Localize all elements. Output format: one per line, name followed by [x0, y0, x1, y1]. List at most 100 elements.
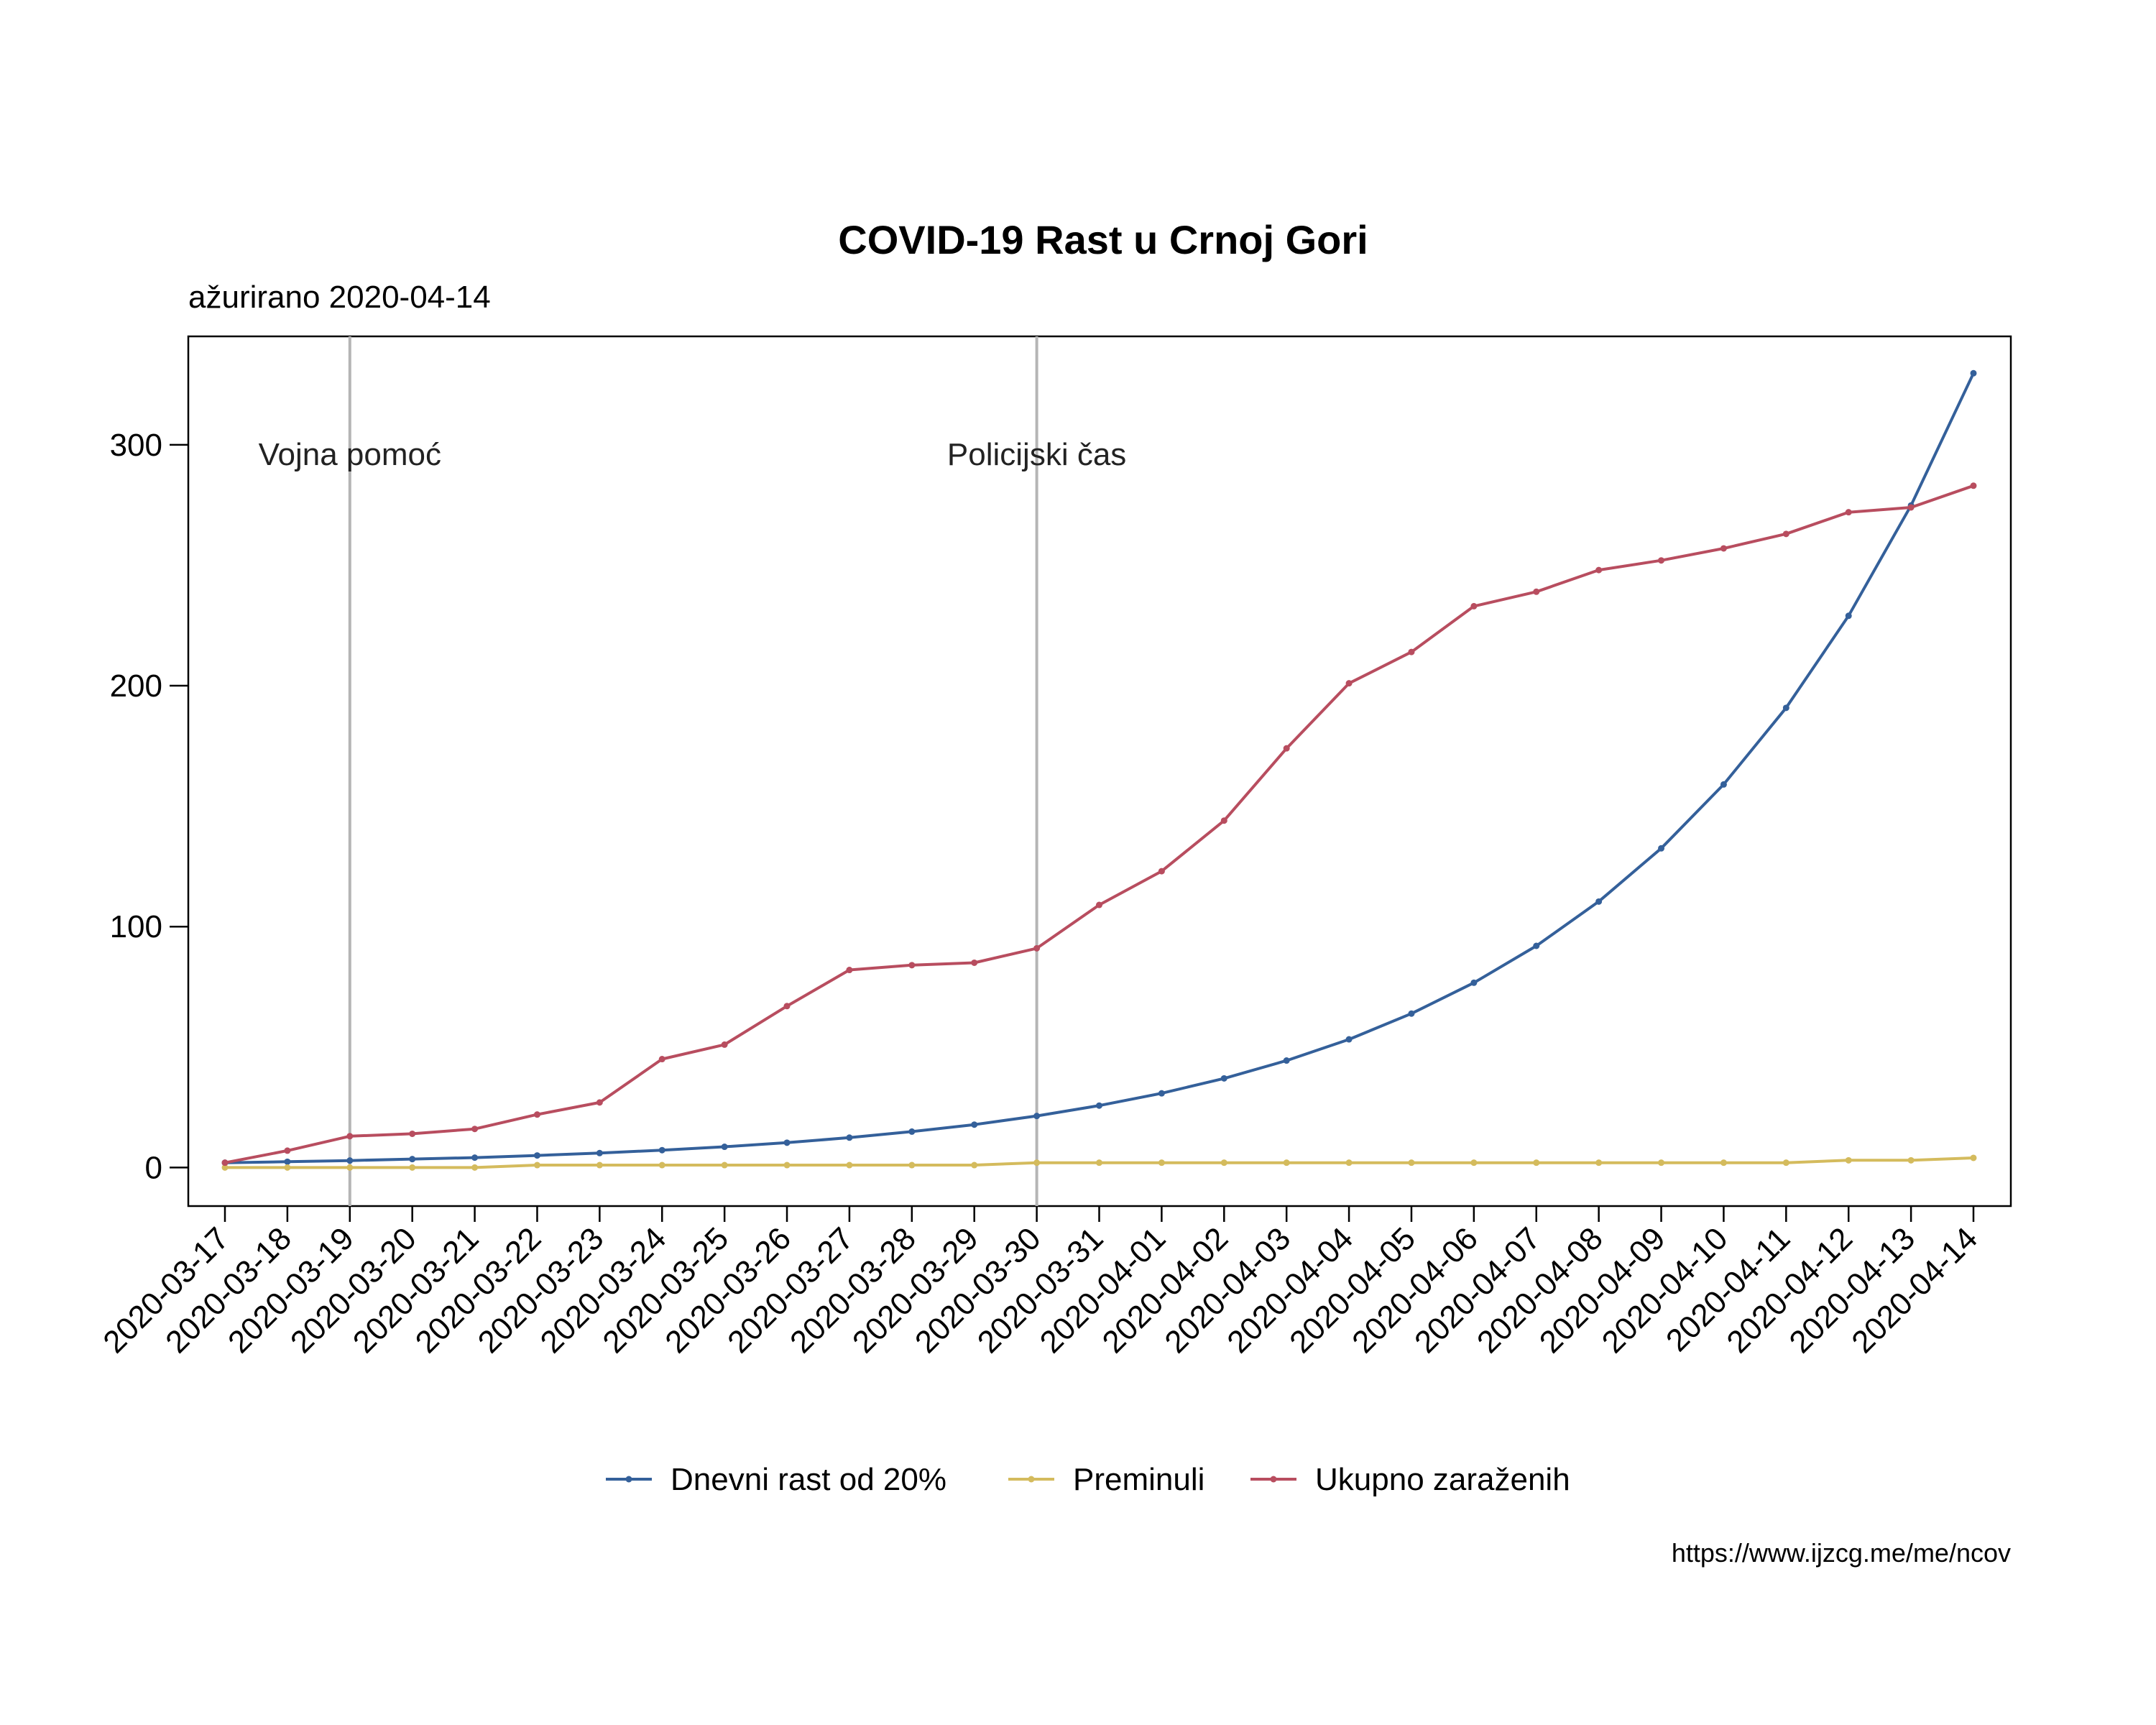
y-axis: 0 100 200 300 [110, 428, 188, 1185]
data-point [1720, 781, 1727, 788]
data-point [1782, 530, 1789, 538]
data-point [908, 962, 916, 969]
y-tick-label: 300 [110, 428, 162, 463]
data-point [596, 1099, 603, 1106]
data-point [1220, 817, 1227, 824]
data-point [1533, 588, 1540, 595]
y-tick-label: 200 [110, 668, 162, 704]
legend-marker [1028, 1476, 1035, 1483]
legend-marker [1270, 1476, 1277, 1483]
legend-label: Preminuli [1073, 1462, 1204, 1497]
data-point [971, 959, 978, 966]
y-tick-label: 100 [110, 909, 162, 944]
chart-title: COVID-19 Rast u Crnoj Gori [838, 217, 1368, 262]
data-point [409, 1156, 416, 1163]
data-point [846, 967, 853, 974]
legend: Dnevni rast od 20% Preminuli Ukupno zaraže… [606, 1462, 1570, 1497]
data-point [1907, 1156, 1915, 1164]
data-point [1283, 1057, 1290, 1064]
data-point [1096, 1102, 1102, 1109]
data-point [1033, 944, 1041, 952]
data-point [846, 1162, 853, 1169]
data-point [908, 1162, 916, 1169]
series-group [221, 1154, 1977, 1171]
data-point [221, 1159, 229, 1167]
data-point [346, 1133, 354, 1140]
chart-subtitle: ažurirano 2020-04-14 [188, 280, 491, 315]
data-point [1782, 1159, 1789, 1167]
data-point [1533, 1159, 1540, 1167]
data-point [1096, 901, 1102, 908]
data-point [783, 1003, 791, 1010]
data-point [971, 1162, 978, 1169]
data-point [1158, 868, 1165, 875]
data-series [221, 369, 1977, 1171]
data-point [1595, 1159, 1603, 1167]
x-axis: 2020-03-172020-03-182020-03-192020-03-20… [96, 1206, 1984, 1360]
data-point [971, 1121, 978, 1128]
data-point [1595, 566, 1603, 574]
data-point [471, 1126, 479, 1133]
data-point [346, 1157, 354, 1164]
data-point [1970, 482, 1977, 489]
series-line [224, 484, 1974, 1164]
data-point [658, 1056, 665, 1063]
event-label: Policijski čas [947, 437, 1126, 472]
series-group [221, 369, 1977, 1167]
chart-caption: https://www.ijzcg.me/me/ncov [1672, 1538, 2011, 1568]
data-point [1845, 509, 1852, 516]
data-point [1782, 704, 1789, 712]
data-point [1408, 648, 1415, 656]
data-point [1158, 1090, 1165, 1097]
data-point [1470, 979, 1478, 986]
data-point [1845, 1156, 1852, 1164]
data-point [1470, 602, 1478, 610]
data-point [1970, 369, 1977, 377]
data-point [1283, 745, 1290, 752]
data-point [658, 1146, 665, 1154]
data-point [533, 1162, 540, 1169]
data-point [284, 1164, 291, 1171]
data-point [1345, 1036, 1353, 1043]
data-point [721, 1162, 728, 1169]
data-point [783, 1139, 791, 1146]
data-point [1470, 1159, 1478, 1167]
data-point [783, 1162, 791, 1169]
legend-label: Ukupno zaraženih [1315, 1462, 1570, 1497]
data-point [596, 1162, 603, 1169]
data-point [284, 1147, 291, 1154]
data-point [1220, 1159, 1227, 1167]
event-label: Vojna pomoć [259, 437, 441, 472]
data-point [471, 1164, 479, 1171]
data-point [1033, 1159, 1041, 1167]
data-point [1033, 1113, 1041, 1120]
data-point [1970, 1154, 1977, 1162]
data-point [1408, 1010, 1415, 1017]
data-point [1533, 942, 1540, 949]
data-point [1845, 612, 1852, 620]
data-point [284, 1158, 291, 1165]
data-point [846, 1134, 853, 1141]
legend-marker [625, 1476, 632, 1483]
data-point [1658, 845, 1665, 852]
data-point [1720, 1159, 1727, 1167]
data-point [409, 1164, 416, 1171]
data-point [533, 1111, 540, 1118]
data-point [1595, 898, 1603, 905]
data-point [1345, 680, 1353, 687]
data-point [1658, 557, 1665, 564]
data-point [346, 1164, 354, 1171]
data-point [1720, 545, 1727, 552]
data-point [721, 1041, 728, 1048]
data-point [658, 1162, 665, 1169]
data-point [1408, 1159, 1415, 1167]
legend-label: Dnevni rast od 20% [671, 1462, 946, 1497]
data-point [409, 1130, 416, 1137]
data-point [221, 1164, 229, 1171]
data-point [1158, 1159, 1165, 1167]
data-point [596, 1149, 603, 1156]
data-point [1345, 1159, 1353, 1167]
data-point [1283, 1159, 1290, 1167]
data-point [533, 1152, 540, 1159]
